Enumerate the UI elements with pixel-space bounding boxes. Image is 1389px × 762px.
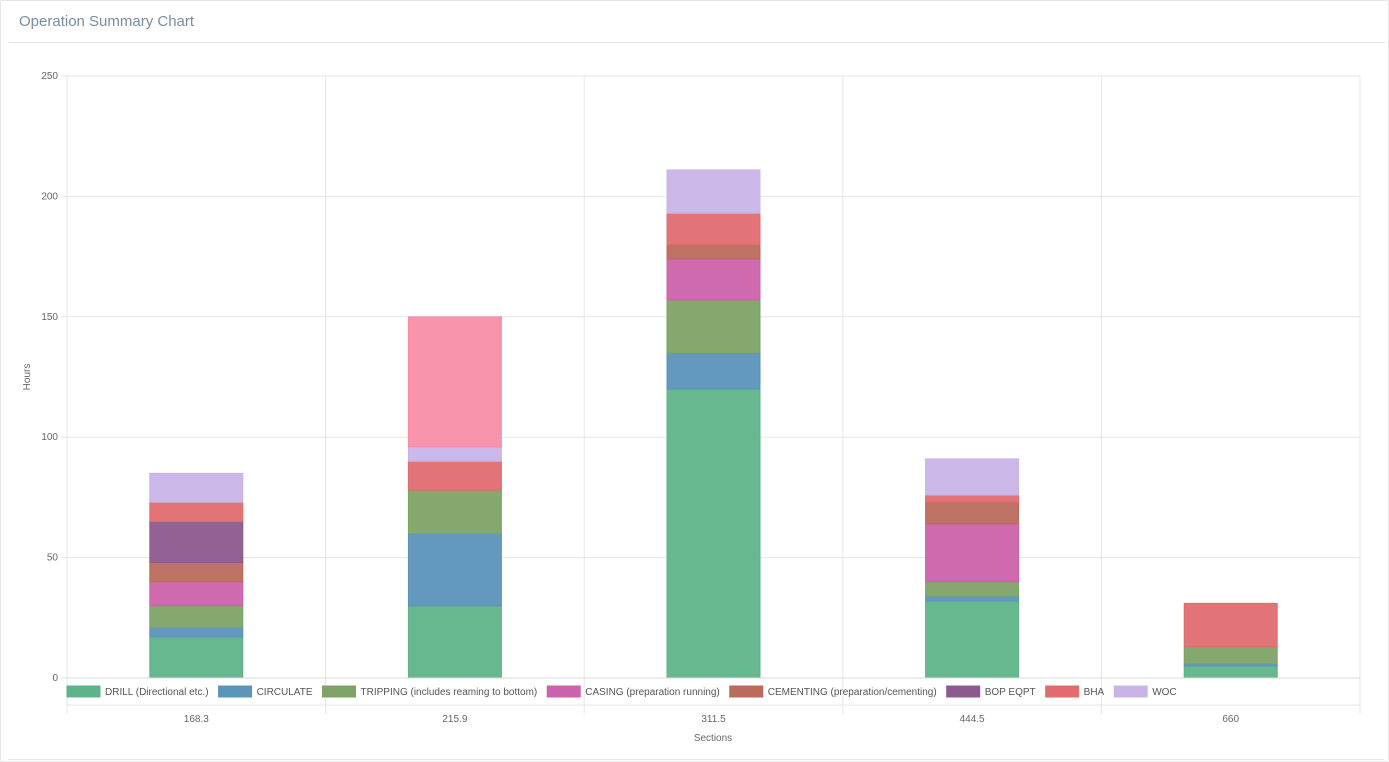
bar-segment [925,600,1020,679]
bars-layer [149,169,1278,679]
bar-segment [149,626,244,638]
bar-segment [407,605,502,679]
legend-swatch [1113,685,1148,698]
x-tick-label: 215.9 [442,714,467,725]
y-tick-label: 200 [41,191,58,202]
y-axis-label: Hours [22,364,33,391]
panel-header: Operation Summary Chart [9,1,1385,43]
bar-segment [925,595,1020,602]
legend-label: DRILL (Directional etc.) [105,687,209,698]
legend-swatch [322,685,356,698]
y-tick-label: 50 [47,553,59,564]
x-tick-label: 444.5 [960,714,985,725]
legend-label: CEMENTING (preparation/cementing) [768,687,937,698]
x-tick-label: 168.3 [184,714,209,725]
bar-segment [149,472,244,503]
bar-segment [149,581,244,607]
legend-label: BHA [1084,687,1105,698]
legend-label: CASING (preparation running) [585,687,720,698]
legend-label: BOP EQPT [985,687,1036,698]
bar-segment [925,581,1020,597]
legend-item: WOC [1113,685,1177,698]
bar-segment [925,458,1020,496]
bar-segment [666,299,761,354]
legend-swatch [66,685,101,698]
legend-item: TRIPPING (includes reaming to bottom) [322,685,538,698]
legend-swatch [1045,685,1080,698]
bar-segment [149,561,244,583]
bar-segment [666,388,761,679]
legend-label: CIRCULATE [257,687,313,698]
bar-segment [149,520,244,563]
bar-segment [925,494,1020,503]
page-title: Operation Summary Chart [19,13,195,30]
bar-segment [407,460,502,491]
bar-segment [925,501,1020,525]
bar-segment [149,636,244,679]
legend-swatch [946,685,981,698]
bar-segment [666,258,761,301]
bar-segment [666,169,761,214]
legend-label: WOC [1152,687,1176,698]
bar-segment [666,352,761,390]
legend-item: DRILL (Directional etc.) [66,685,209,698]
bar-segment [1183,646,1278,665]
legend-item: BHA [1045,685,1105,698]
bottom-divider [8,759,1384,760]
bar-segment [925,523,1020,583]
bar-segment [149,605,244,628]
x-axis-label: Sections [694,733,732,744]
y-tick-label: 250 [41,71,58,82]
axis-layer: 0 50 100 150 200 250 168.3 215.9 311.5 444.5 660 [41,71,1360,725]
bar-segment [666,244,761,260]
legend-item: CASING (preparation running) [546,685,720,698]
bar-segment [407,533,502,607]
legend-layer: DRILL (Directional etc.) CIRCULATE TRIPPIN… [66,685,1177,698]
bar-segment [407,446,502,462]
y-tick-label: 150 [41,312,58,323]
bar-segment [149,501,244,522]
legend-swatch [546,685,581,698]
y-tick-label: 100 [41,432,58,443]
legend-swatch [218,685,253,698]
bar-segment [407,316,502,448]
legend-label: TRIPPING (includes reaming to bottom) [361,687,538,698]
legend-swatch [729,685,764,698]
legend-item: CIRCULATE [218,685,313,698]
bar-segment [666,212,761,246]
bar-segment [1183,665,1278,679]
bar-segment [1183,602,1278,648]
legend-item: CEMENTING (preparation/cementing) [729,685,937,698]
y-tick-label: 0 [52,673,58,684]
bar-segment [407,489,502,535]
legend-item: BOP EQPT [946,685,1036,698]
x-tick-label: 311.5 [701,714,726,725]
x-tick-label: 660 [1222,714,1239,725]
